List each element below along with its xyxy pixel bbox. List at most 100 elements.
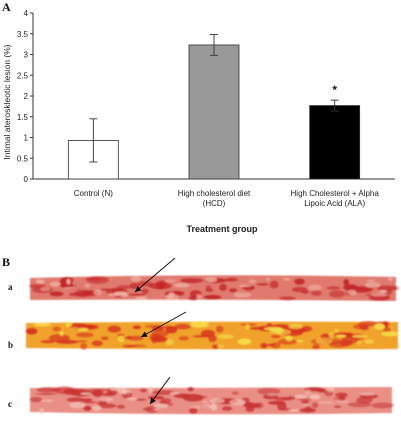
lesion-patch: [291, 286, 308, 293]
lesion-patch: [107, 325, 122, 333]
lesion-patch: [218, 283, 228, 292]
lesion-patch: [333, 397, 347, 400]
tissue-highlight: [248, 279, 257, 284]
tissue-highlight: [335, 334, 347, 338]
lesion-patch: [101, 392, 116, 397]
lesion-patch: [228, 288, 238, 293]
tissue-highlight: [237, 338, 252, 345]
category-label: Control (N): [74, 189, 113, 198]
tissue-highlight: [229, 399, 246, 406]
lesion-patch: [205, 285, 212, 292]
tissue-highlight: [356, 340, 362, 345]
tissue-highlight: [238, 284, 252, 288]
lesion-patch: [100, 336, 109, 341]
category-labels: Control (N) High cholesterol diet(HCD) Hig…: [74, 189, 380, 208]
tissue-highlight: [367, 325, 376, 329]
tissue-highlight: [265, 277, 271, 281]
lesion-patch: [161, 325, 175, 330]
tissue-highlight: [266, 393, 277, 397]
tissue-highlight: [288, 323, 303, 330]
category-label: High cholesterol diet: [178, 189, 251, 198]
tissue-highlight: [347, 289, 357, 296]
lesion-patch: [84, 277, 103, 281]
tissue-highlight: [325, 387, 335, 392]
tissue-highlight: [39, 407, 44, 414]
tissue-highlight: [117, 335, 125, 343]
lesion-patch: [139, 388, 147, 393]
lesion-patch: [81, 398, 93, 402]
tissue-highlight: [315, 337, 333, 345]
tissue-highlight: [245, 323, 250, 330]
lesion-patch: [200, 329, 216, 338]
arrow-shaft: [140, 311, 187, 338]
annotations: *: [332, 83, 337, 97]
specimen-strip: [29, 386, 394, 415]
tissue-highlight: [317, 401, 335, 404]
lesion-patch: [141, 288, 149, 295]
lesion-patch: [212, 344, 219, 350]
tissue-highlight: [336, 400, 349, 403]
lesion-patch: [256, 283, 269, 286]
tissue-highlight: [283, 277, 291, 281]
category-label: Lipoic Acid (ALA): [304, 199, 365, 208]
tissue-highlight: [84, 283, 91, 288]
tissue-highlight: [92, 405, 102, 411]
tissue-highlight: [64, 286, 80, 290]
tissue-highlight: [190, 321, 207, 328]
y-tick-label: 3: [24, 51, 29, 60]
lesion-patch: [333, 405, 342, 408]
lesion-patch: [74, 289, 92, 298]
tissue-highlight: [269, 327, 285, 334]
tissue-highlight: [49, 281, 61, 287]
tissue-highlight: [169, 392, 180, 395]
tissue-highlight: [202, 400, 208, 404]
specimen-row-labels: a b c: [8, 282, 13, 409]
tissue-highlight: [302, 404, 310, 407]
tissue-highlight: [216, 345, 225, 348]
tissue-highlight: [126, 397, 138, 401]
y-tick-label: 2.5: [17, 71, 29, 80]
bar-chart: 0 0.5 1 1.5 2 2.5 3 3.5 4 Control (N) High choles…: [2, 9, 395, 234]
tissue-highlight: [309, 394, 321, 400]
panel-a-label: A: [2, 0, 11, 14]
tissue-highlight: [328, 332, 335, 339]
lesion-patch: [376, 285, 399, 291]
tissue-highlight: [296, 339, 304, 343]
specimen-arrows: [134, 257, 187, 405]
tissue-highlight: [93, 289, 102, 296]
lesion-patch: [356, 396, 373, 404]
lesion-patch: [55, 339, 79, 345]
lesion-patch: [174, 323, 191, 330]
tissue-highlight: [59, 331, 64, 337]
arrow-head: [135, 285, 142, 292]
specimen-photo: [24, 262, 399, 430]
specimen-strip: [29, 275, 399, 301]
lesion-patch: [63, 388, 82, 396]
y-tick-label: 0.5: [17, 154, 29, 163]
lesion-patch: [371, 402, 394, 409]
lesion-patch: [300, 400, 310, 404]
lesion-patch: [328, 290, 346, 298]
tissue-highlight: [205, 276, 218, 283]
tissue-highlight: [379, 289, 388, 294]
lesion-patch: [193, 395, 208, 399]
lesion-patch: [187, 387, 194, 392]
lesion-patch: [129, 282, 140, 290]
tissue-highlight: [98, 397, 114, 402]
category-label: (HCD): [203, 199, 226, 208]
category-label: High Cholesterol + Alpha: [291, 189, 380, 198]
tissue-highlight: [202, 404, 213, 409]
tissue-highlight: [130, 276, 142, 282]
lesion-patch: [221, 406, 233, 411]
tissue-highlight: [33, 323, 51, 327]
y-tick-label: 2: [24, 92, 29, 101]
error-bars: [89, 34, 339, 163]
lesion-patch: [49, 291, 64, 297]
lesion-patch: [335, 392, 348, 398]
lesion-patch: [296, 398, 312, 401]
tissue-highlight: [164, 279, 176, 283]
lesion-patch: [203, 294, 222, 300]
tissue-highlight: [148, 386, 154, 394]
bars: [67, 44, 361, 180]
lesion-patch: [178, 335, 190, 341]
